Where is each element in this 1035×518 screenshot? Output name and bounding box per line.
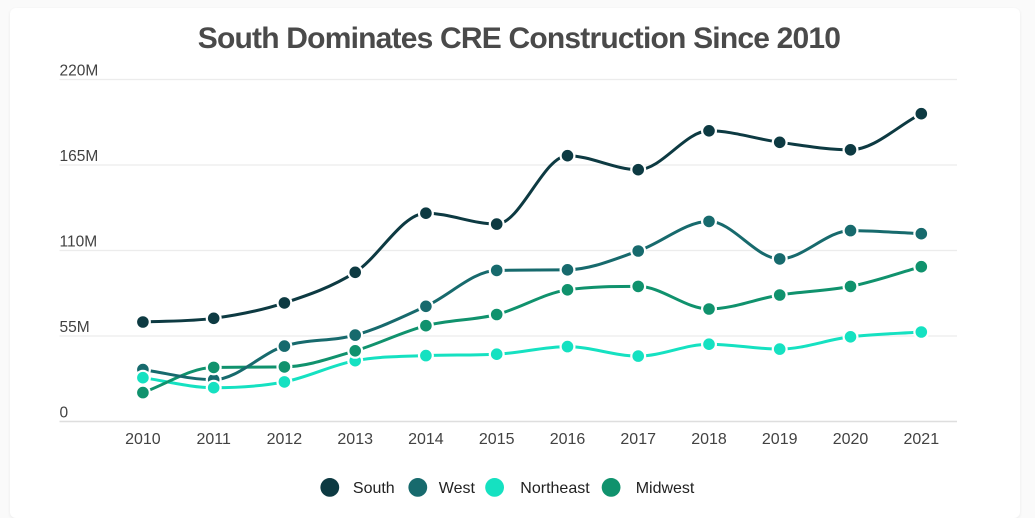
svg-text:2015: 2015 [479,431,515,448]
svg-text:2014: 2014 [408,431,444,448]
svg-text:2017: 2017 [620,431,656,448]
svg-text:South: South [353,480,395,497]
svg-text:2012: 2012 [267,431,303,448]
svg-text:2020: 2020 [833,431,869,448]
svg-text:2011: 2011 [196,431,231,448]
svg-text:2016: 2016 [550,431,586,448]
svg-text:2021: 2021 [904,431,940,448]
svg-text:Midwest: Midwest [636,480,695,497]
svg-text:220M: 220M [60,63,99,80]
svg-text:2019: 2019 [762,431,798,448]
svg-text:165M: 165M [60,148,99,165]
svg-text:0: 0 [60,405,69,422]
svg-text:110M: 110M [60,234,98,251]
svg-text:2010: 2010 [125,431,161,448]
svg-text:55M: 55M [60,319,90,336]
svg-text:South Dominates CRE Constructi: South Dominates CRE Construction Since 2… [198,22,841,55]
svg-text:2018: 2018 [691,431,727,448]
svg-text:West: West [439,480,476,497]
svg-text:Northeast: Northeast [520,480,590,497]
svg-text:2013: 2013 [337,431,373,448]
